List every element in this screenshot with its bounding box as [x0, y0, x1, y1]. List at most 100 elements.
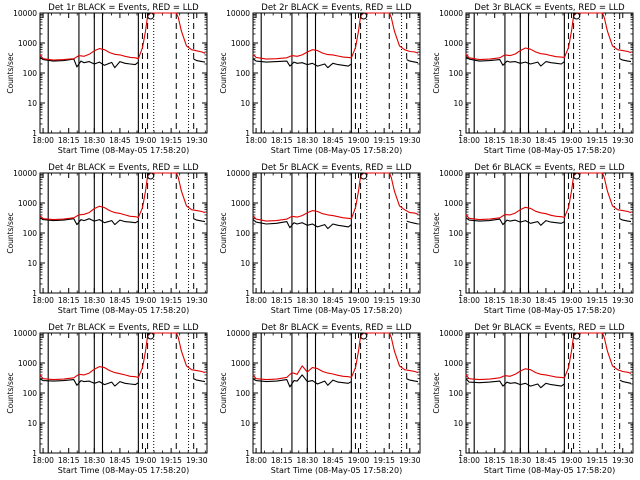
events-series-line	[619, 58, 632, 63]
x-tick-label: 19:15	[160, 456, 182, 465]
peak-marker	[360, 12, 368, 20]
y-axis-title: Counts/sec	[432, 212, 441, 253]
peak-marker	[573, 332, 581, 340]
y-tick-label: 100	[23, 69, 38, 78]
panel-title: Det 6r BLACK = Events, RED = LLD	[474, 163, 625, 173]
events-series-line	[252, 374, 352, 388]
plot-frame	[39, 172, 208, 294]
events-series-line	[406, 59, 419, 64]
detector-panel: Det 4r BLACK = Events, RED = LLD 1 10 100 10…	[6, 163, 208, 315]
lld-series-line	[252, 332, 419, 381]
x-tick-label: 19:30	[399, 296, 421, 305]
y-tick-label: 100	[449, 69, 464, 78]
y-tick-label: 10000	[13, 169, 37, 178]
y-tick-label: 10000	[226, 169, 250, 178]
detector-panel: Det 1r BLACK = Events, RED = LLD 1 10 100 10…	[6, 3, 208, 155]
peak-marker	[573, 172, 581, 180]
y-tick-label: 1000	[444, 359, 463, 368]
x-tick-label: 19:00	[561, 456, 583, 465]
x-tick-label: 19:30	[612, 296, 634, 305]
x-tick-label: 18:45	[109, 136, 131, 145]
x-tick-label: 18:00	[245, 296, 267, 305]
y-tick-label: 1	[245, 129, 250, 138]
y-tick-label: 1000	[231, 359, 250, 368]
y-tick-label: 1	[458, 129, 463, 138]
x-tick-label: 18:15	[484, 456, 506, 465]
panel-title: Det 2r BLACK = Events, RED = LLD	[261, 3, 412, 13]
x-tick-label: 18:00	[32, 296, 54, 305]
x-tick-label: 19:00	[348, 136, 370, 145]
x-axis-title: Start Time (08-May-05 17:58:20)	[484, 306, 615, 315]
detector-panel: Det 2r BLACK = Events, RED = LLD 1 10 100 10…	[219, 3, 421, 155]
panel-title: Det 5r BLACK = Events, RED = LLD	[261, 163, 412, 173]
peak-marker	[360, 332, 368, 340]
x-tick-label: 19:00	[348, 456, 370, 465]
x-tick-label: 18:15	[58, 296, 80, 305]
events-series-line	[39, 378, 139, 387]
x-tick-label: 18:30	[83, 136, 105, 145]
peak-marker	[147, 172, 155, 180]
lld-series-line	[465, 332, 632, 381]
x-tick-label: 18:30	[83, 296, 105, 305]
y-tick-label: 1	[458, 449, 463, 458]
y-tick-label: 100	[236, 389, 251, 398]
y-tick-label: 1	[458, 289, 463, 298]
events-series-line	[406, 220, 419, 225]
x-tick-label: 18:00	[245, 456, 267, 465]
y-axis-title: Counts/sec	[432, 52, 441, 93]
x-axis-title: Start Time (08-May-05 17:58:20)	[484, 146, 615, 155]
plot-frame	[252, 172, 421, 294]
events-series-line	[193, 378, 206, 383]
x-tick-label: 19:15	[373, 136, 395, 145]
y-tick-label: 10000	[226, 329, 250, 338]
events-series-line	[619, 379, 632, 384]
peak-marker	[147, 12, 155, 20]
y-tick-label: 1000	[231, 199, 250, 208]
x-tick-label: 19:15	[586, 296, 608, 305]
lld-series-line	[252, 172, 419, 222]
x-tick-label: 18:30	[509, 296, 531, 305]
x-tick-label: 19:00	[135, 296, 157, 305]
lld-series-line	[465, 12, 632, 61]
peak-marker	[147, 332, 155, 340]
y-axis-title: Counts/sec	[219, 212, 228, 253]
events-series-line	[193, 58, 206, 63]
plot-frame	[465, 332, 634, 454]
y-axis-title: Counts/sec	[432, 372, 441, 413]
events-series-line	[193, 218, 206, 223]
detector-panel: Det 7r BLACK = Events, RED = LLD 1 10 100 10…	[6, 323, 208, 475]
y-tick-label: 10	[27, 99, 37, 108]
x-tick-label: 19:30	[186, 456, 208, 465]
detector-panel: Det 6r BLACK = Events, RED = LLD 1 10 100 10…	[432, 163, 634, 315]
x-tick-label: 19:00	[135, 456, 157, 465]
x-tick-label: 18:15	[58, 136, 80, 145]
panel-title: Det 9r BLACK = Events, RED = LLD	[474, 323, 625, 333]
x-tick-label: 18:45	[322, 136, 344, 145]
y-tick-label: 10	[240, 419, 250, 428]
y-tick-label: 10000	[439, 9, 463, 18]
plot-frame	[39, 12, 208, 134]
detector-panel: Det 9r BLACK = Events, RED = LLD 1 10 100 10…	[432, 323, 634, 475]
x-tick-label: 18:30	[296, 136, 318, 145]
y-tick-label: 10	[453, 259, 463, 268]
panel-title: Det 7r BLACK = Events, RED = LLD	[48, 323, 199, 333]
y-tick-label: 1	[245, 449, 250, 458]
x-tick-label: 18:00	[32, 136, 54, 145]
panel-title: Det 4r BLACK = Events, RED = LLD	[48, 163, 199, 173]
y-tick-label: 1	[32, 129, 37, 138]
y-tick-label: 10000	[439, 169, 463, 178]
panel-title: Det 8r BLACK = Events, RED = LLD	[261, 323, 412, 333]
y-axis-title: Counts/sec	[219, 52, 228, 93]
x-tick-label: 18:45	[535, 456, 557, 465]
x-tick-label: 18:00	[245, 136, 267, 145]
x-tick-label: 19:00	[135, 136, 157, 145]
events-series-line	[465, 378, 565, 389]
x-tick-label: 19:30	[186, 136, 208, 145]
panel-title: Det 1r BLACK = Events, RED = LLD	[48, 3, 199, 13]
y-tick-label: 10	[240, 259, 250, 268]
y-tick-label: 1000	[444, 39, 463, 48]
x-tick-label: 18:45	[535, 296, 557, 305]
plot-frame	[465, 12, 634, 134]
x-tick-label: 18:00	[32, 456, 54, 465]
x-tick-label: 18:45	[109, 296, 131, 305]
